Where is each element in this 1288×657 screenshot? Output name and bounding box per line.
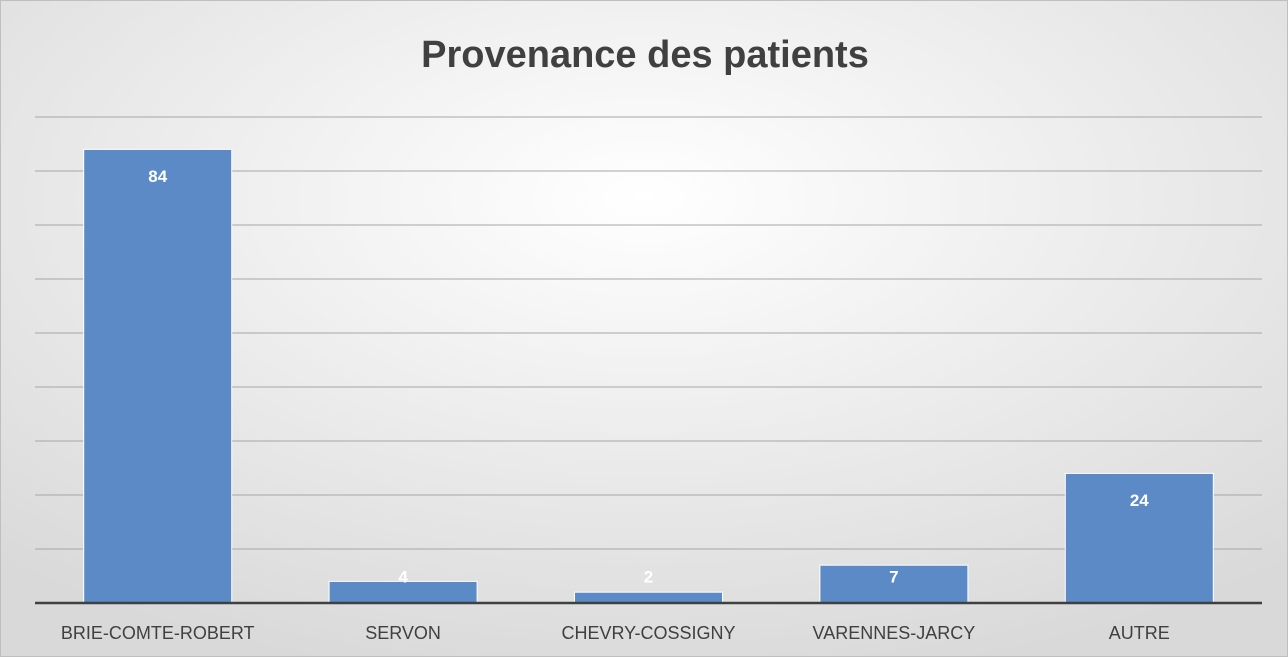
data-label: 4 bbox=[398, 567, 408, 586]
data-label: 84 bbox=[148, 167, 167, 186]
x-tick-label: SERVON bbox=[365, 623, 441, 643]
bar bbox=[574, 591, 723, 604]
data-label: 24 bbox=[1130, 491, 1149, 510]
x-tick-label: AUTRE bbox=[1109, 623, 1170, 643]
data-label: 7 bbox=[889, 567, 898, 586]
x-tick-label: BRIE-COMTE-ROBERT bbox=[61, 623, 255, 643]
bar bbox=[83, 148, 233, 604]
x-tick-label: VARENNES-JARCY bbox=[813, 623, 976, 643]
data-label: 2 bbox=[644, 567, 653, 586]
bar bbox=[1064, 472, 1214, 604]
x-tick-label: CHEVRY-COSSIGNY bbox=[561, 623, 735, 643]
chart-title: Provenance des patients bbox=[421, 34, 869, 76]
